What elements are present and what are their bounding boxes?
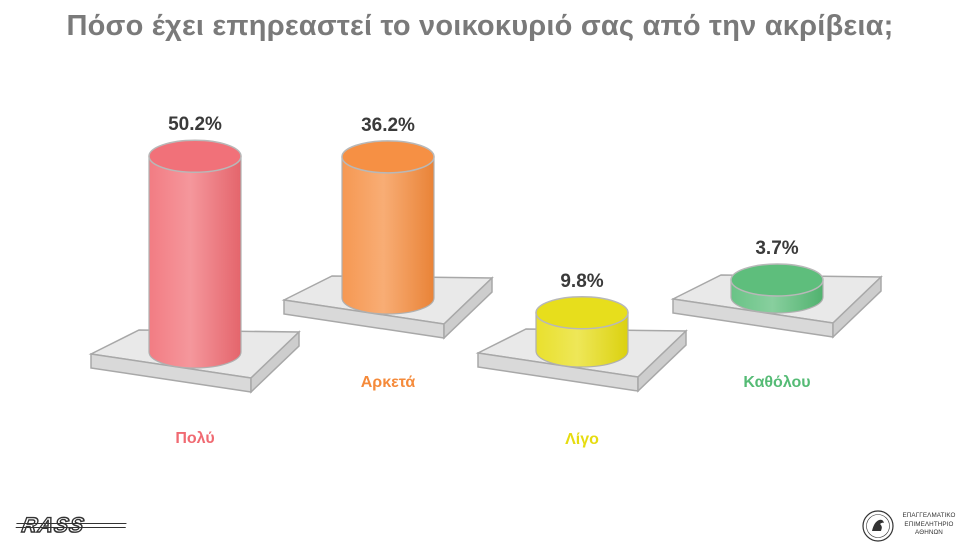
chamber-name-line: ΑΘΗΝΩΝ [915,529,943,537]
bar-platform-side [250,330,300,394]
bar-platform-side [832,275,882,339]
bar-group-1: 50.2% Πολύ [88,114,301,447]
chamber-name-line: ΕΠΑΓΓΕΛΜΑΤΙΚΟ [902,512,956,519]
chamber-name-line: ΕΠΙΜΕΛΗΤΗΡΙΟ [904,520,954,528]
bar-platform-side [637,329,687,393]
bar [148,155,242,369]
bar-platform-side [443,276,493,340]
rass-logo: RASS [19,513,87,537]
data-label: 50.2% [168,114,222,135]
bar-group-3: 9.8% Λίγο [475,271,688,448]
data-label: 36.2% [361,115,415,136]
category-label: Λίγο [565,431,599,448]
chamber-logo: ΕΠΑΓΓΕΛΜΑΤΙΚΟ ΕΠΙΜΕΛΗΤΗΡΙΟ ΑΘΗΝΩΝ [862,508,956,544]
category-label: Πολύ [175,430,214,447]
bar-group-4: 3.7% Καθόλου [670,238,883,391]
bar-top [535,296,629,330]
category-label: Αρκετά [361,374,416,391]
bar-top [730,263,824,297]
chamber-name: ΕΠΑΓΓΕΛΜΑΤΙΚΟ ΕΠΙΜΕΛΗΤΗΡΙΟ ΑΘΗΝΩΝ [898,512,960,538]
bar [341,156,435,315]
bar-group-2: 36.2% Αρκετά [281,115,494,391]
chart-title: Πόσο έχει επηρεαστεί το νοικοκυριό σας α… [66,10,894,42]
data-label: 9.8% [560,271,603,292]
data-label: 3.7% [755,238,798,259]
chamber-seal-icon [862,510,894,542]
bar-top [148,139,242,173]
category-label: Καθόλου [743,374,810,391]
bar-top [341,140,435,174]
